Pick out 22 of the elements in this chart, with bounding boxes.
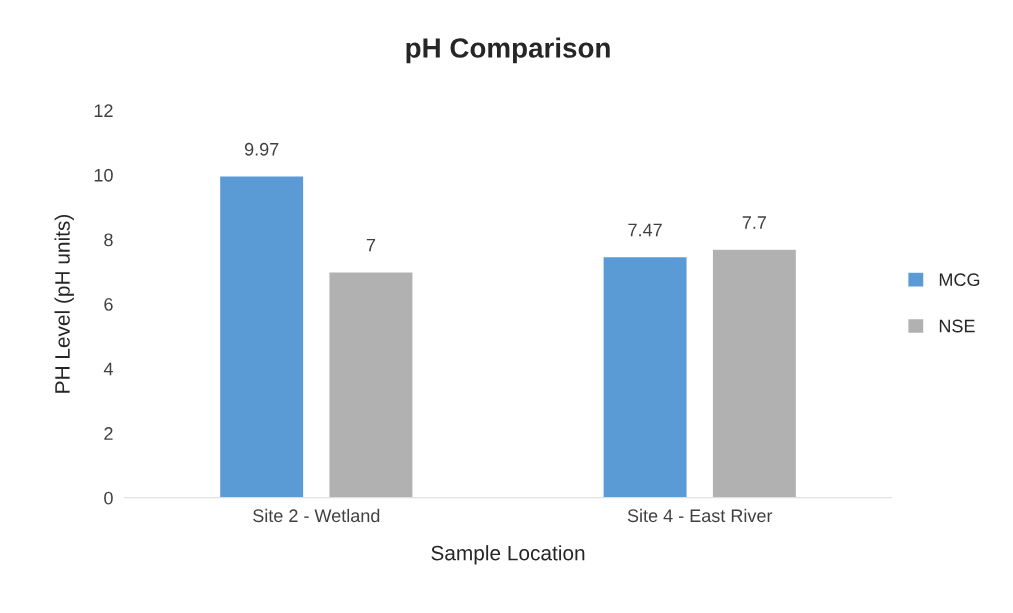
chart-title: pH Comparison [406, 37, 610, 64]
legend-label: MCG [939, 273, 980, 287]
bar [602, 255, 688, 498]
y-axis-title: PH Level (pH units) [54, 215, 74, 393]
data-label: 7.7 [742, 216, 767, 229]
bar [218, 175, 305, 498]
data-label: 7.47 [628, 223, 662, 237]
x-axis-title: Sample Location [431, 545, 585, 565]
data-label: 7 [366, 238, 376, 252]
y-tick-label: 0 [104, 491, 113, 505]
bar [711, 248, 798, 498]
y-tick-label: 2 [104, 427, 113, 440]
y-tick-label: 10 [94, 168, 113, 182]
y-tick-label: 4 [103, 362, 113, 376]
legend-label: NSE [939, 319, 975, 333]
x-tick-label: Site 2 - Wetland [253, 508, 380, 523]
data-label: 9.97 [244, 142, 279, 156]
y-tick-label: 8 [104, 233, 113, 247]
y-tick-label: 6 [104, 297, 113, 311]
bar [328, 271, 414, 498]
y-tick-label: 12 [94, 104, 113, 117]
x-tick-label: Site 4 - East River [627, 508, 773, 523]
